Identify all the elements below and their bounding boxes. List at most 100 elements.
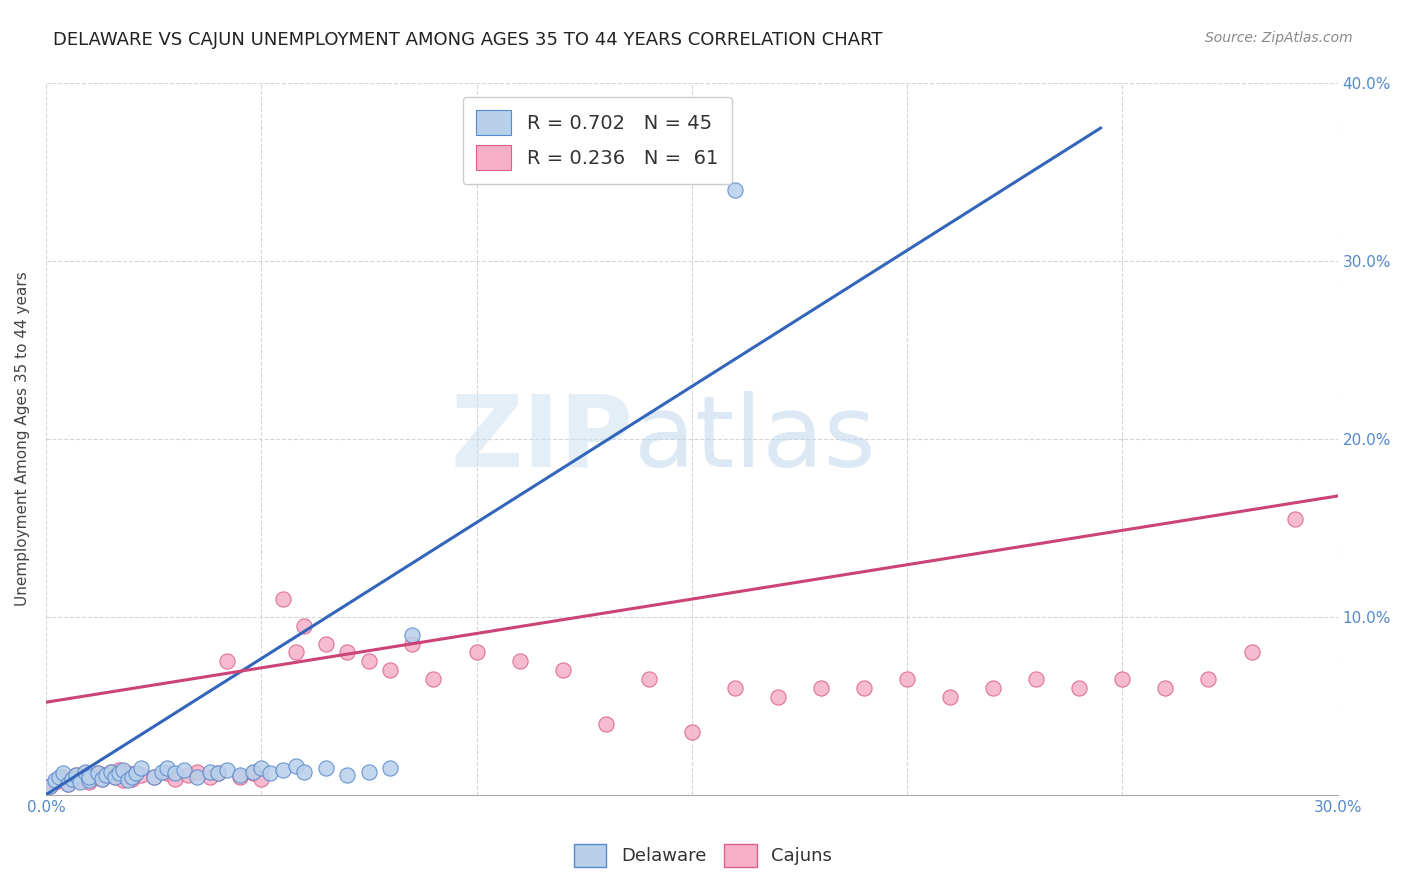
- Point: [380, 761, 402, 775]
- Point: [155, 761, 177, 775]
- Point: [121, 770, 143, 784]
- Point: [1240, 645, 1263, 659]
- Point: [284, 759, 307, 773]
- Point: [77, 775, 100, 789]
- Point: [104, 770, 127, 784]
- Point: [91, 772, 114, 786]
- Point: [250, 761, 273, 775]
- Point: [69, 775, 91, 789]
- Point: [336, 645, 359, 659]
- Point: [853, 681, 876, 695]
- Text: atlas: atlas: [634, 391, 876, 488]
- Point: [56, 777, 79, 791]
- Text: ZIP: ZIP: [451, 391, 634, 488]
- Legend: Delaware, Cajuns: Delaware, Cajuns: [567, 837, 839, 874]
- Point: [48, 773, 70, 788]
- Point: [129, 761, 152, 775]
- Point: [357, 654, 380, 668]
- Y-axis label: Unemployment Among Ages 35 to 44 years: Unemployment Among Ages 35 to 44 years: [15, 272, 30, 607]
- Point: [91, 772, 114, 786]
- Point: [724, 183, 747, 197]
- Point: [108, 766, 131, 780]
- Point: [150, 764, 173, 779]
- Point: [509, 654, 531, 668]
- Point: [357, 764, 380, 779]
- Point: [165, 766, 187, 780]
- Point: [981, 681, 1004, 695]
- Text: DELAWARE VS CAJUN UNEMPLOYMENT AMONG AGES 35 TO 44 YEARS CORRELATION CHART: DELAWARE VS CAJUN UNEMPLOYMENT AMONG AGE…: [53, 31, 883, 49]
- Point: [551, 663, 574, 677]
- Point: [250, 772, 273, 786]
- Point: [228, 768, 250, 782]
- Point: [69, 773, 91, 788]
- Point: [422, 672, 444, 686]
- Point: [465, 645, 488, 659]
- Point: [104, 770, 127, 784]
- Point: [766, 690, 789, 704]
- Point: [380, 663, 402, 677]
- Legend: R = 0.702   N = 45, R = 0.236   N =  61: R = 0.702 N = 45, R = 0.236 N = 61: [463, 96, 731, 184]
- Point: [121, 772, 143, 786]
- Point: [401, 636, 423, 650]
- Point: [292, 764, 315, 779]
- Point: [1025, 672, 1047, 686]
- Point: [73, 764, 96, 779]
- Point: [315, 761, 337, 775]
- Point: [129, 768, 152, 782]
- Point: [73, 766, 96, 780]
- Point: [1284, 512, 1306, 526]
- Point: [242, 766, 264, 780]
- Point: [271, 592, 294, 607]
- Point: [198, 764, 221, 779]
- Point: [207, 766, 229, 780]
- Point: [1069, 681, 1091, 695]
- Point: [401, 628, 423, 642]
- Point: [292, 619, 315, 633]
- Point: [142, 770, 165, 784]
- Point: [595, 112, 617, 126]
- Point: [96, 768, 118, 782]
- Text: Source: ZipAtlas.com: Source: ZipAtlas.com: [1205, 31, 1353, 45]
- Point: [117, 766, 139, 780]
- Point: [228, 770, 250, 784]
- Point: [207, 766, 229, 780]
- Point: [112, 763, 135, 777]
- Point: [215, 654, 238, 668]
- Point: [284, 645, 307, 659]
- Point: [117, 773, 139, 788]
- Point: [1198, 672, 1220, 686]
- Point: [44, 773, 66, 788]
- Point: [52, 770, 75, 784]
- Point: [108, 763, 131, 777]
- Point: [259, 766, 281, 780]
- Point: [173, 763, 195, 777]
- Point: [1154, 681, 1177, 695]
- Point: [215, 763, 238, 777]
- Point: [896, 672, 918, 686]
- Point: [271, 763, 294, 777]
- Point: [48, 770, 70, 784]
- Point: [186, 764, 208, 779]
- Point: [65, 768, 87, 782]
- Point: [810, 681, 832, 695]
- Point: [242, 764, 264, 779]
- Point: [86, 766, 108, 780]
- Point: [39, 779, 62, 793]
- Point: [186, 770, 208, 784]
- Point: [155, 766, 177, 780]
- Point: [125, 766, 148, 780]
- Point: [939, 690, 962, 704]
- Point: [96, 768, 118, 782]
- Point: [315, 636, 337, 650]
- Point: [82, 770, 104, 784]
- Point: [65, 768, 87, 782]
- Point: [198, 770, 221, 784]
- Point: [86, 766, 108, 780]
- Point: [44, 775, 66, 789]
- Point: [100, 764, 122, 779]
- Point: [165, 772, 187, 786]
- Point: [177, 768, 200, 782]
- Point: [142, 770, 165, 784]
- Point: [724, 681, 747, 695]
- Point: [595, 716, 617, 731]
